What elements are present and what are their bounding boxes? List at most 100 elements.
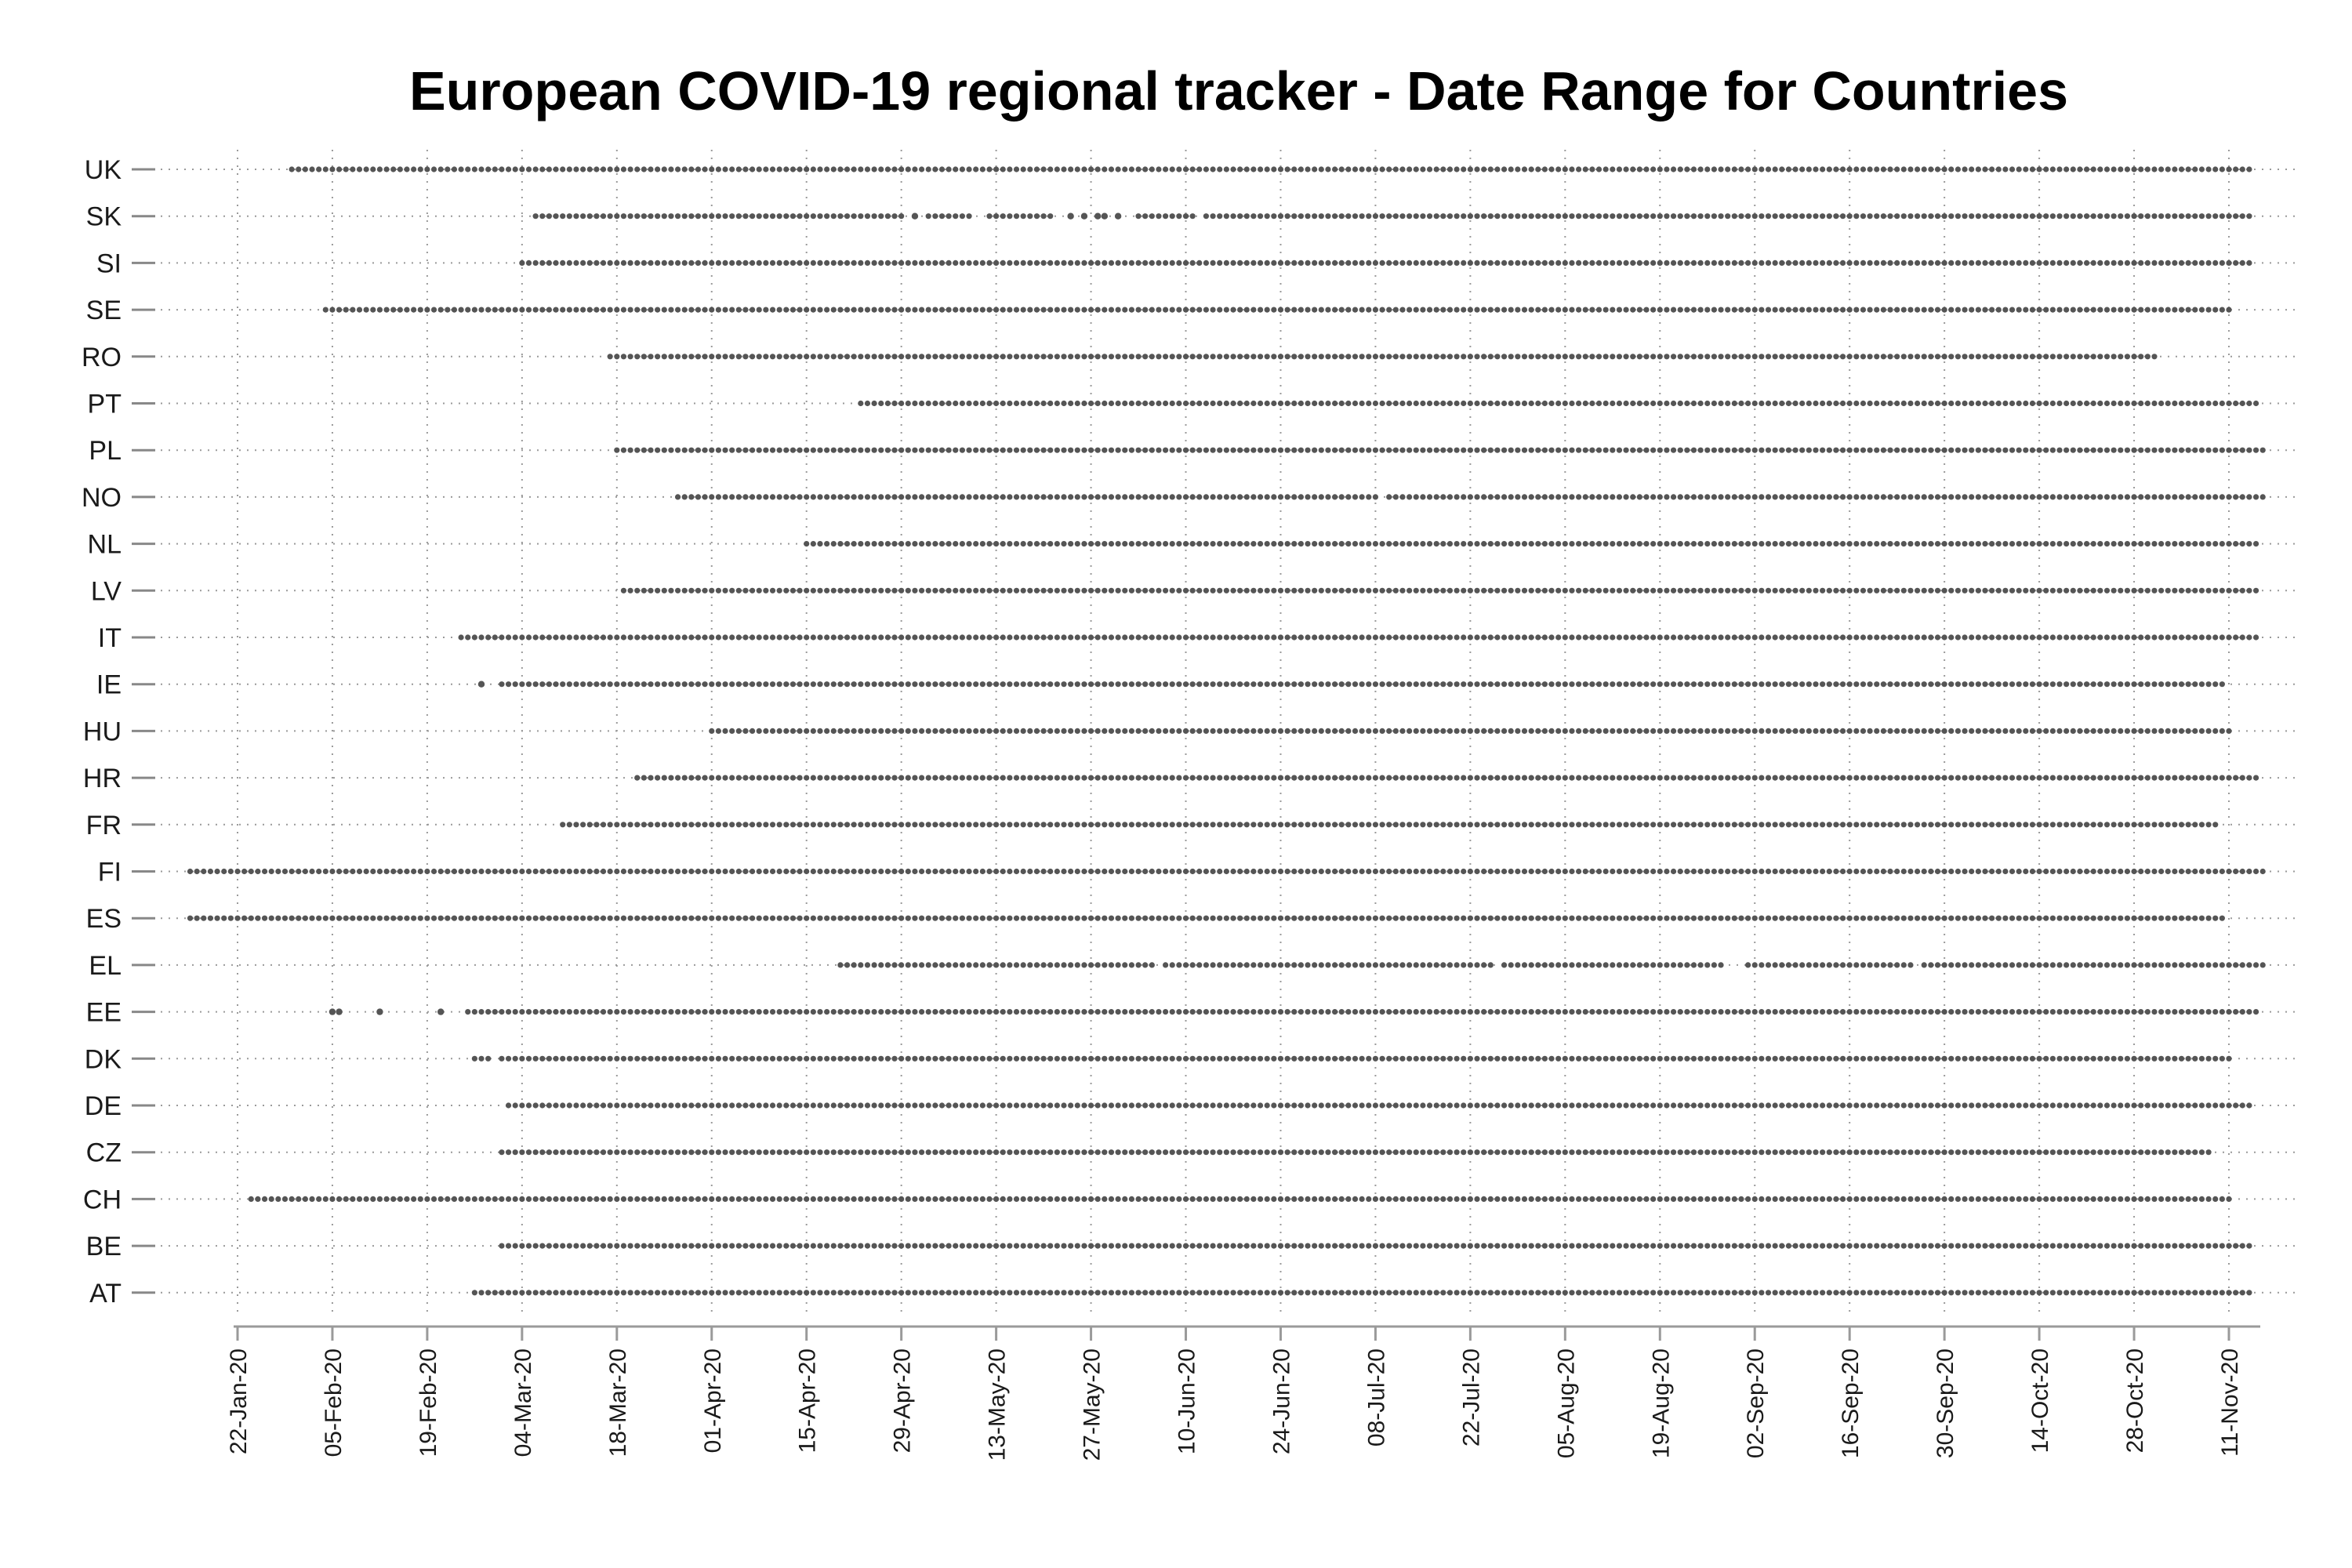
data-point	[1508, 822, 1514, 828]
data-point	[2158, 775, 2165, 781]
data-point	[2083, 775, 2090, 781]
data-point	[1298, 868, 1304, 875]
data-point	[1664, 634, 1670, 641]
data-point	[1338, 494, 1345, 500]
data-point	[804, 681, 810, 688]
data-point	[1169, 213, 1175, 220]
data-point	[1446, 634, 1454, 641]
data-point	[1087, 307, 1094, 313]
data-point	[1033, 354, 1040, 360]
data-point	[1013, 447, 1020, 453]
data-point	[925, 634, 931, 641]
data-point	[1934, 354, 1941, 360]
data-point	[1163, 260, 1169, 266]
data-point	[1406, 634, 1413, 641]
data-point	[1772, 1009, 1778, 1015]
data-point	[1839, 868, 1846, 875]
data-point	[1128, 400, 1135, 407]
data-point	[925, 822, 931, 828]
country-series	[837, 962, 2266, 968]
data-point	[756, 1009, 762, 1015]
data-point	[1359, 634, 1365, 641]
data-point	[2185, 822, 2191, 828]
data-point	[1122, 775, 1128, 781]
data-point	[1508, 681, 1514, 688]
data-point	[2151, 307, 2158, 313]
data-point	[1880, 494, 1886, 500]
data-point	[1515, 354, 1521, 360]
data-point	[1446, 822, 1454, 828]
data-point	[1697, 213, 1704, 220]
data-point	[2023, 260, 2029, 266]
data-point	[681, 1055, 688, 1062]
data-point	[1217, 587, 1223, 593]
data-point	[979, 541, 985, 547]
data-point	[1061, 354, 1067, 360]
data-point	[2049, 400, 2056, 407]
data-point	[1142, 1055, 1149, 1062]
data-point	[1474, 307, 1480, 313]
data-point	[1616, 541, 1623, 547]
data-point	[1040, 260, 1047, 266]
data-point	[973, 775, 979, 781]
data-point	[1846, 587, 1853, 593]
data-point	[1711, 354, 1717, 360]
data-point	[1501, 166, 1508, 172]
data-point	[404, 915, 410, 921]
data-point	[729, 915, 735, 921]
data-point	[641, 587, 647, 593]
data-point	[1616, 354, 1623, 360]
data-point	[1366, 494, 1372, 500]
data-point	[1759, 962, 1765, 968]
data-point	[2090, 634, 2096, 641]
data-point	[1325, 822, 1331, 828]
data-point	[1446, 307, 1454, 313]
data-point	[2226, 447, 2232, 453]
data-point	[810, 1055, 816, 1062]
data-point	[1610, 166, 1616, 172]
data-point	[1182, 541, 1189, 547]
data-point	[1643, 260, 1650, 266]
data-point	[1352, 775, 1359, 781]
data-point	[1494, 728, 1501, 735]
data-point	[1602, 587, 1609, 593]
data-point	[627, 213, 633, 220]
data-point	[1541, 868, 1548, 875]
data-point	[756, 1055, 762, 1062]
data-point	[1839, 400, 1846, 407]
data-point	[1433, 634, 1439, 641]
data-point	[1257, 166, 1264, 172]
data-point	[2103, 728, 2111, 735]
data-point	[2118, 447, 2124, 453]
data-point	[1013, 775, 1020, 781]
data-point	[1941, 728, 1947, 735]
data-point	[641, 775, 647, 781]
data-point	[1217, 213, 1223, 220]
data-point	[1163, 681, 1169, 688]
data-point	[668, 915, 674, 921]
data-point	[2246, 634, 2252, 641]
data-point	[871, 1009, 877, 1015]
data-point	[1541, 915, 1548, 921]
data-point	[925, 915, 931, 921]
data-point	[2246, 494, 2252, 500]
data-point	[1494, 260, 1501, 266]
data-point	[1196, 494, 1203, 500]
data-point	[1087, 962, 1094, 968]
data-point	[1446, 213, 1454, 220]
data-point	[1000, 166, 1006, 172]
data-point	[492, 166, 498, 172]
data-point	[1508, 354, 1514, 360]
data-point	[1312, 1055, 1318, 1062]
data-point	[1515, 587, 1521, 593]
data-point	[1914, 447, 1921, 453]
data-point	[648, 634, 654, 641]
data-point	[1426, 868, 1433, 875]
data-point	[1900, 354, 1907, 360]
data-point	[499, 634, 505, 641]
data-point	[1874, 400, 1880, 407]
data-point	[851, 962, 857, 968]
data-point	[946, 728, 952, 735]
data-point	[1731, 915, 1737, 921]
data-point	[1826, 1009, 1832, 1015]
